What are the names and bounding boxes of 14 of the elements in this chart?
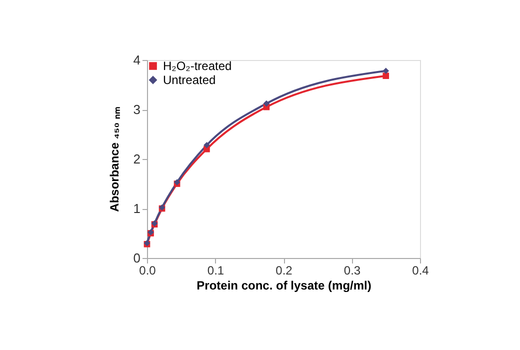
x-axis-title: Protein conc. of lysate (mg/ml) xyxy=(196,278,372,292)
y-tick-label: 0 xyxy=(133,250,140,266)
y-tick-label: 1 xyxy=(133,201,140,216)
x-tick-label: 0.3 xyxy=(344,264,361,278)
y-tick-label: 3 xyxy=(133,102,140,117)
y-tick-label: 4 xyxy=(133,52,140,68)
x-tick-label: 0.1 xyxy=(207,264,224,278)
y-axis-title: Absorbance ₄₅₀ ₙₘ xyxy=(107,107,122,212)
legend-label: H₂O₂-treated xyxy=(163,59,232,73)
x-tick-label: 0.4 xyxy=(412,264,430,278)
x-tick-label: 0.0 xyxy=(139,264,156,278)
x-tick-label: 0.2 xyxy=(276,264,293,278)
y-tick-label: 2 xyxy=(133,152,140,166)
legend-label: Untreated xyxy=(163,73,216,87)
